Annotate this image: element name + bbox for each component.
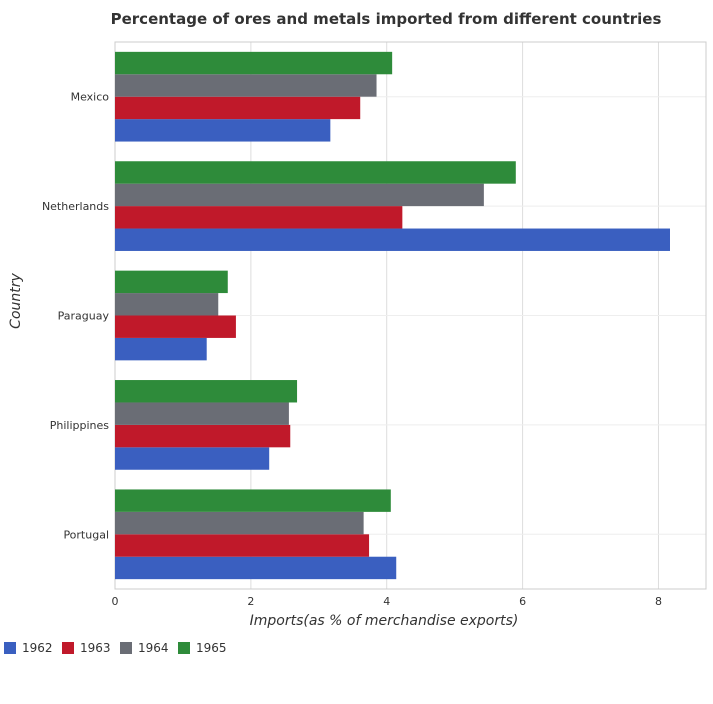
legend-label-1964: 1964 bbox=[138, 641, 169, 655]
legend-swatch-1965 bbox=[178, 642, 190, 654]
chart-title: Percentage of ores and metals imported f… bbox=[111, 10, 662, 28]
legend-label-1962: 1962 bbox=[22, 641, 53, 655]
y-tick-label: Philippines bbox=[50, 419, 110, 432]
legend-label-1965: 1965 bbox=[196, 641, 227, 655]
x-tick-labels: 0 2 4 6 8 bbox=[112, 595, 662, 608]
bar-portugal-1963 bbox=[115, 534, 370, 557]
y-tick-label: Paraguay bbox=[58, 310, 110, 323]
bar-paraguay-1964 bbox=[115, 293, 219, 316]
bar-philippines-1965 bbox=[115, 380, 298, 403]
legend-swatch-1964 bbox=[120, 642, 132, 654]
legend-swatch-1963 bbox=[62, 642, 74, 654]
x-axis-label: Imports(as % of merchandise exports) bbox=[250, 613, 519, 629]
x-tick-label: 4 bbox=[383, 595, 390, 608]
bar-mexico-1965 bbox=[115, 51, 393, 75]
bar-netherlands-1964 bbox=[115, 183, 484, 207]
bar-philippines-1963 bbox=[115, 424, 291, 448]
legend: 1962 1963 1964 1965 bbox=[4, 641, 227, 655]
x-tick-label: 2 bbox=[247, 595, 254, 608]
bar-mexico-1964 bbox=[115, 74, 377, 97]
bar-philippines-1962 bbox=[115, 447, 270, 470]
bar-philippines-1964 bbox=[115, 402, 289, 425]
y-tick-label: Mexico bbox=[71, 91, 110, 104]
bar-portugal-1965 bbox=[115, 489, 391, 512]
y-tick-label: Netherlands bbox=[42, 200, 109, 213]
x-tick-label: 8 bbox=[655, 595, 662, 608]
bar-paraguay-1965 bbox=[115, 270, 228, 294]
bar-netherlands-1963 bbox=[115, 206, 403, 229]
legend-label-1963: 1963 bbox=[80, 641, 111, 655]
x-tick-label: 6 bbox=[519, 595, 526, 608]
bar-paraguay-1963 bbox=[115, 315, 236, 338]
x-tick-label: 0 bbox=[112, 595, 119, 608]
y-tick-labels: Mexico Netherlands Paraguay Philippines Port… bbox=[42, 91, 110, 542]
bar-portugal-1962 bbox=[115, 556, 397, 580]
bar-paraguay-1962 bbox=[115, 337, 207, 361]
y-tick-label: Portugal bbox=[63, 528, 109, 541]
bar-portugal-1964 bbox=[115, 511, 364, 535]
bar-netherlands-1962 bbox=[115, 228, 670, 251]
bar-mexico-1963 bbox=[115, 96, 361, 120]
bar-netherlands-1965 bbox=[115, 161, 516, 184]
legend-swatch-1962 bbox=[4, 642, 16, 654]
bar-mexico-1962 bbox=[115, 119, 331, 142]
bars-layer bbox=[115, 51, 670, 580]
y-axis-label: Country bbox=[8, 272, 24, 328]
